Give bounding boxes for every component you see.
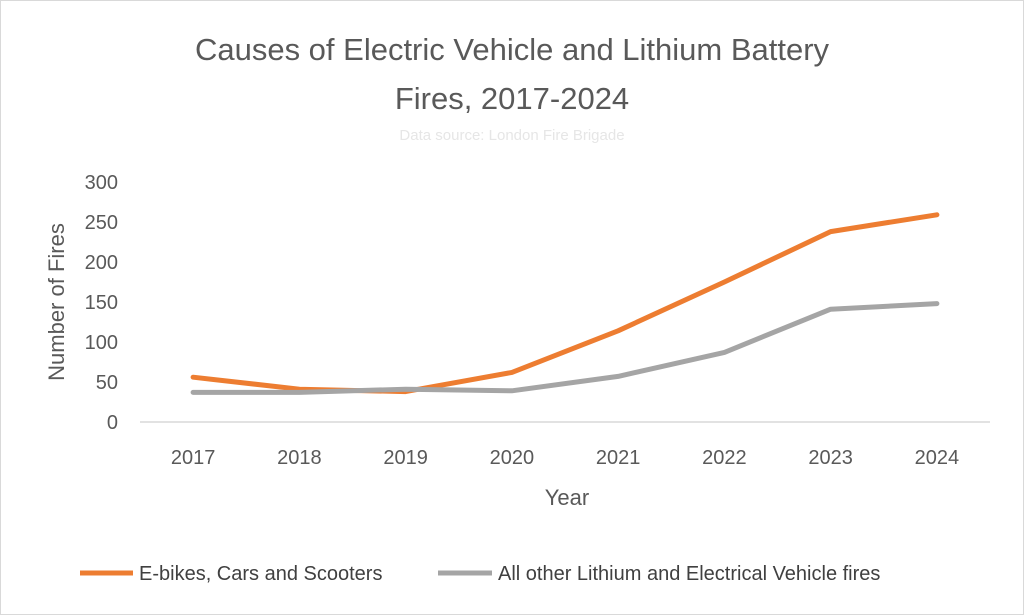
y-tick-label: 150 (85, 292, 118, 314)
chart-subtitle: Data source: London Fire Brigade (399, 127, 624, 144)
x-axis-title: Year (545, 485, 589, 510)
y-tick-label: 100 (85, 332, 118, 354)
x-tick-label: 2024 (915, 447, 960, 469)
x-tick-label: 2019 (383, 447, 428, 469)
y-tick-label: 0 (107, 412, 118, 434)
legend-label-series-1: E-bikes, Cars and Scooters (139, 563, 382, 585)
y-tick-label: 300 (85, 172, 118, 194)
y-tick-label: 200 (85, 252, 118, 274)
series-line-1 (190, 212, 940, 395)
x-tick-label: 2018 (277, 447, 322, 469)
x-tick-label: 2023 (808, 447, 853, 469)
x-tick-label: 2022 (702, 447, 747, 469)
chart-title-line-1: Causes of Electric Vehicle and Lithium B… (195, 32, 830, 67)
x-tick-label: 2021 (596, 447, 641, 469)
series-line-2 (190, 301, 940, 395)
y-tick-label: 50 (96, 372, 118, 394)
legend: E-bikes, Cars and Scooters All other Lit… (80, 563, 880, 585)
x-tick-label: 2017 (171, 447, 216, 469)
x-axis-ticks: 2017 2018 2019 2020 2021 2022 2023 2024 (171, 447, 959, 469)
y-axis-ticks: 0 50 100 150 200 250 300 (85, 172, 118, 434)
x-tick-label: 2020 (490, 447, 535, 469)
y-tick-label: 250 (85, 212, 118, 234)
series-lines (190, 212, 940, 395)
chart-title-line-2: Fires, 2017-2024 (395, 81, 629, 116)
legend-label-series-2: All other Lithium and Electrical Vehicle… (498, 563, 880, 585)
y-axis-title: Number of Fires (44, 223, 69, 381)
